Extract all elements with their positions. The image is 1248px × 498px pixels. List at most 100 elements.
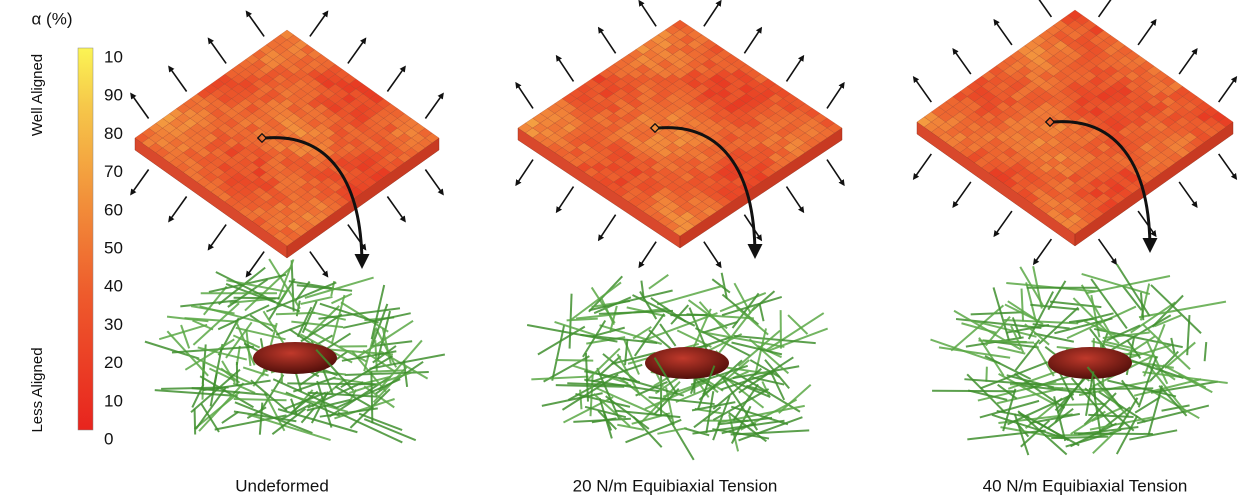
fiber: [531, 377, 588, 380]
panel: 20 N/m Equibiaxial Tension: [516, 1, 843, 495]
fiber: [222, 412, 239, 423]
tension-arrow: [786, 187, 803, 212]
tension-arrow: [639, 1, 656, 26]
tension-arrow: [247, 12, 264, 36]
tension-arrow: [387, 196, 404, 220]
fiber: [181, 325, 189, 348]
colorbar-tick-label: 10: [104, 47, 123, 66]
tension-arrow: [953, 50, 970, 74]
fiber: [649, 275, 668, 289]
fiber: [260, 403, 262, 435]
colorbar-tick-label: 60: [104, 200, 123, 219]
fiber: [1129, 430, 1177, 439]
tension-arrow: [131, 169, 148, 193]
tension-arrow: [310, 12, 327, 36]
tension-arrow: [516, 160, 533, 185]
tension-arrow: [827, 160, 844, 185]
tension-arrow: [786, 56, 803, 81]
tension-arrow: [209, 39, 226, 63]
tension-arrow: [599, 215, 616, 240]
tension-arrow: [209, 225, 226, 249]
panel-caption: 20 N/m Equibiaxial Tension: [573, 476, 778, 495]
colorbar-tick-label: 30: [104, 315, 123, 334]
fiber: [218, 305, 269, 329]
colorbar-ticks: 10 90 80 70 60 50 40 30 20 10 0: [104, 47, 123, 448]
tension-arrow: [599, 28, 616, 53]
tension-arrow: [1099, 239, 1116, 263]
colorbar-tick-label: 70: [104, 162, 123, 181]
colorbar-title: α (%): [32, 9, 73, 28]
colorbar-tick-label: 20: [104, 353, 123, 372]
fiber: [320, 408, 378, 416]
colorbar-tick-label: 10: [104, 391, 123, 410]
tension-arrow: [914, 154, 931, 178]
tension-arrow: [516, 83, 533, 108]
tension-arrow: [1138, 20, 1155, 44]
tension-arrow: [1179, 50, 1196, 74]
panel-caption: Undeformed: [235, 476, 329, 495]
fiber: [303, 301, 317, 333]
tension-arrow: [425, 94, 442, 118]
tension-arrow: [995, 20, 1012, 44]
fiber: [1029, 292, 1053, 340]
fiber: [555, 360, 593, 361]
fiber: [986, 367, 987, 382]
tension-arrow: [387, 67, 404, 91]
tension-arrow: [557, 187, 574, 212]
tension-arrow: [1099, 0, 1116, 17]
tension-arrow: [557, 56, 574, 81]
tension-arrow: [169, 67, 186, 91]
colorbar-tick-label: 50: [104, 238, 123, 257]
fiber: [1022, 289, 1024, 322]
colorbar-tick-label: 90: [104, 86, 123, 105]
panel-caption: 40 N/m Equibiaxial Tension: [983, 476, 1188, 495]
tension-arrow: [744, 28, 761, 53]
fiber: [1089, 388, 1153, 389]
colorbar-tick-label: 0: [104, 429, 113, 448]
tension-arrow: [425, 169, 442, 193]
tension-arrow: [1219, 78, 1236, 102]
colorbar: [78, 48, 93, 430]
bottom-label: Less Aligned: [29, 347, 46, 432]
fiber: [287, 383, 375, 384]
colorbar-tick-label: 40: [104, 277, 123, 296]
fiber: [617, 425, 644, 430]
tension-arrow: [1179, 182, 1196, 206]
fiber: [234, 399, 287, 400]
top-label: Well Aligned: [29, 54, 46, 136]
fiber: [159, 325, 207, 339]
fiber: [939, 347, 1010, 357]
tension-arrow: [169, 196, 186, 220]
fiber: [759, 303, 763, 321]
fiber: [1060, 404, 1106, 405]
fiber: [292, 260, 294, 311]
tension-arrow: [995, 211, 1012, 235]
tension-arrow: [247, 252, 264, 276]
figure: α (%) 10 90 80 70 60 50 40 30 20 10 0 Well Aligned…: [0, 0, 1248, 498]
tension-arrow: [348, 39, 365, 63]
tension-arrow: [914, 78, 931, 102]
panel: Undeformed: [131, 12, 445, 496]
tension-arrow: [1034, 239, 1051, 263]
tension-arrow: [1034, 0, 1051, 17]
tension-arrow: [1219, 154, 1236, 178]
tension-arrow: [704, 242, 721, 267]
tension-arrow: [827, 83, 844, 108]
fiber: [657, 428, 686, 434]
fiber: [266, 282, 336, 311]
tension-arrow: [310, 252, 327, 276]
tension-arrow: [639, 242, 656, 267]
fiber: [552, 325, 564, 380]
colorbar-tick-label: 80: [104, 124, 123, 143]
panel: 40 N/m Equibiaxial Tension: [914, 0, 1236, 495]
cell: [1048, 347, 1132, 379]
fiber: [195, 409, 196, 435]
fiber: [1151, 285, 1201, 333]
fiber: [1030, 305, 1079, 310]
tension-arrow: [953, 182, 970, 206]
tension-arrow: [704, 1, 721, 26]
fiber: [359, 414, 402, 430]
panels: Undeformed 20 N/m Equibiaxial Tension 40 N…: [131, 0, 1236, 495]
tension-arrow: [131, 94, 148, 118]
fiber: [1074, 433, 1153, 434]
